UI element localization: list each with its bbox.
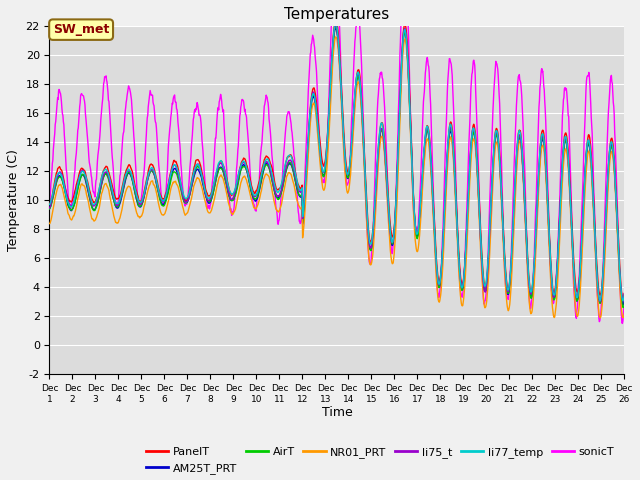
NR01_PRT: [596, 315, 604, 321]
sonicT: [360, 122, 367, 128]
PanelT: [348, 135, 356, 141]
AirT: [332, 24, 340, 29]
Line: AM25T_PRT: AM25T_PRT: [49, 28, 624, 305]
Line: li75_t: li75_t: [49, 25, 624, 301]
PanelT: [619, 295, 627, 301]
Line: li77_temp: li77_temp: [49, 23, 624, 301]
AM25T_PRT: [619, 302, 627, 308]
AM25T_PRT: [143, 182, 150, 188]
li77_temp: [332, 20, 340, 26]
AirT: [360, 149, 368, 155]
AM25T_PRT: [295, 192, 303, 198]
NR01_PRT: [122, 189, 129, 194]
AM25T_PRT: [620, 297, 628, 302]
sonicT: [620, 302, 628, 308]
sonicT: [618, 321, 626, 326]
PanelT: [332, 15, 340, 21]
Line: NR01_PRT: NR01_PRT: [49, 37, 624, 318]
li75_t: [360, 149, 368, 155]
NR01_PRT: [332, 34, 340, 40]
PanelT: [295, 183, 303, 189]
AM25T_PRT: [332, 25, 340, 31]
sonicT: [45, 206, 53, 212]
NR01_PRT: [348, 151, 356, 156]
Legend: PanelT, AM25T_PRT, AirT, NR01_PRT, li75_t, li77_temp, sonicT: PanelT, AM25T_PRT, AirT, NR01_PRT, li75_…: [141, 443, 619, 478]
AM25T_PRT: [360, 152, 368, 158]
sonicT: [348, 118, 355, 124]
sonicT: [122, 105, 129, 110]
NR01_PRT: [295, 203, 303, 209]
PanelT: [239, 156, 247, 162]
AirT: [620, 305, 627, 311]
AM25T_PRT: [122, 177, 129, 182]
li75_t: [596, 299, 604, 304]
li75_t: [45, 205, 53, 211]
AirT: [348, 139, 356, 144]
NR01_PRT: [143, 194, 150, 200]
Title: Temperatures: Temperatures: [284, 7, 390, 22]
PanelT: [620, 290, 628, 296]
PanelT: [45, 201, 53, 207]
Text: SW_met: SW_met: [53, 23, 109, 36]
li75_t: [348, 135, 356, 141]
li77_temp: [620, 292, 628, 298]
Y-axis label: Temperature (C): Temperature (C): [7, 149, 20, 251]
li77_temp: [45, 202, 53, 207]
li75_t: [143, 183, 150, 189]
li77_temp: [143, 180, 150, 186]
li75_t: [122, 173, 129, 179]
AirT: [122, 176, 129, 181]
NR01_PRT: [360, 160, 368, 166]
sonicT: [143, 132, 150, 138]
AirT: [45, 206, 53, 212]
NR01_PRT: [45, 221, 53, 227]
li75_t: [332, 22, 340, 28]
PanelT: [360, 142, 368, 148]
PanelT: [122, 169, 129, 175]
AirT: [239, 164, 247, 169]
li77_temp: [360, 146, 368, 152]
AirT: [620, 300, 628, 306]
li75_t: [295, 187, 303, 193]
NR01_PRT: [620, 311, 628, 317]
PanelT: [143, 178, 150, 183]
AM25T_PRT: [239, 162, 247, 168]
li75_t: [239, 160, 247, 166]
AirT: [295, 192, 303, 197]
AirT: [143, 183, 150, 189]
li77_temp: [239, 158, 247, 164]
li75_t: [620, 291, 628, 297]
Line: PanelT: PanelT: [49, 18, 624, 298]
X-axis label: Time: Time: [321, 406, 352, 420]
li77_temp: [295, 185, 303, 191]
AM25T_PRT: [45, 206, 53, 212]
li77_temp: [122, 172, 129, 178]
li77_temp: [348, 133, 356, 139]
sonicT: [295, 212, 303, 217]
li77_temp: [596, 298, 604, 304]
Line: AirT: AirT: [49, 26, 624, 308]
sonicT: [239, 97, 247, 103]
NR01_PRT: [239, 174, 247, 180]
AM25T_PRT: [348, 138, 356, 144]
Line: sonicT: sonicT: [49, 0, 624, 324]
